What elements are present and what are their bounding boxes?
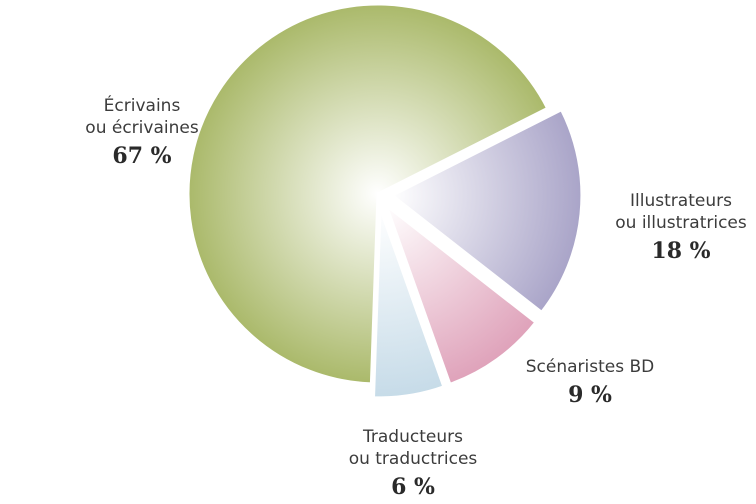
value-ecrivains: 67 %: [112, 143, 172, 169]
label-traducteurs-line1: Traducteurs: [363, 427, 463, 447]
label-illustrateurs-line2: ou illustratrices: [615, 213, 747, 233]
value-traducteurs: 6 %: [391, 474, 435, 500]
slice-illustrateurs: [389, 107, 584, 315]
label-ecrivains-line2: ou écrivaines: [85, 118, 199, 138]
label-scenaristes-line1: Scénaristes BD: [525, 357, 655, 377]
label-ecrivains-line1: Écrivains: [103, 96, 181, 116]
label-ecrivains: Écrivains ou écrivaines 67 %: [62, 95, 222, 171]
label-illustrateurs: Illustrateurs ou illustratrices 18 %: [596, 190, 756, 266]
value-scenaristes: 9 %: [568, 382, 612, 408]
label-traducteurs: Traducteurs ou traductrices 6 %: [328, 426, 498, 502]
slice-traducteurs: [371, 207, 446, 400]
slice-ecrivains: [186, 2, 550, 386]
slice-scenaristes: [383, 200, 539, 387]
label-illustrateurs-line1: Illustrateurs: [630, 191, 732, 211]
label-traducteurs-line2: ou traductrices: [348, 449, 478, 469]
label-scenaristes: Scénaristes BD 9 %: [510, 356, 670, 410]
value-illustrateurs: 18 %: [651, 238, 711, 264]
